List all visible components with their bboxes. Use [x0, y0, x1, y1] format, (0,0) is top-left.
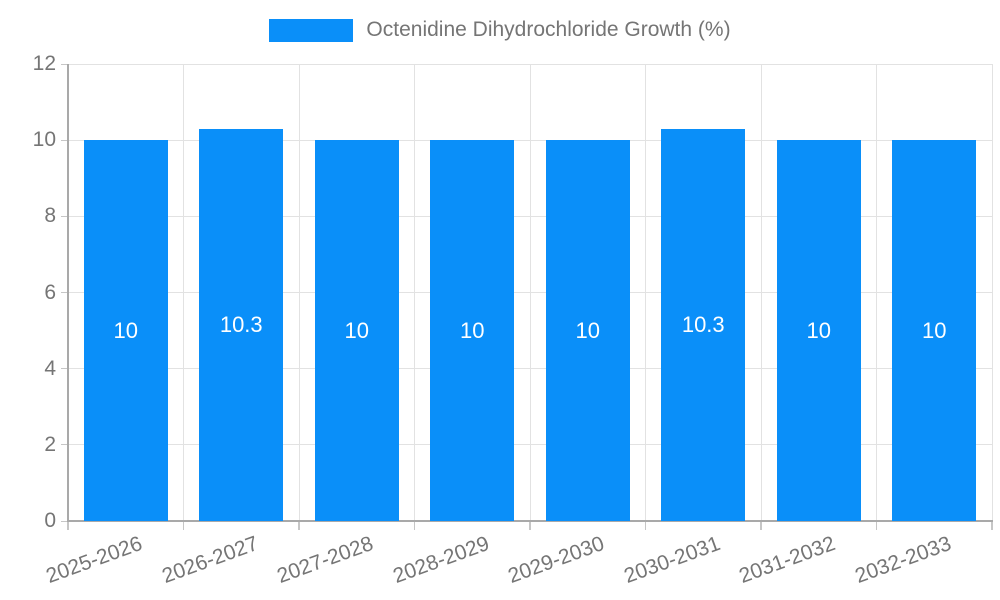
x-axis-tick — [529, 522, 531, 530]
y-axis-label: 8 — [44, 204, 56, 228]
y-axis-label: 6 — [44, 280, 56, 304]
x-axis-label: 2026-2027 — [158, 532, 262, 588]
y-axis-tick — [61, 520, 68, 522]
bar[interactable] — [314, 140, 399, 521]
y-axis-tick — [61, 368, 68, 370]
x-axis-label: 2031-2032 — [736, 532, 839, 588]
x-axis-label: 2028-2029 — [389, 532, 493, 588]
gridline-vertical — [183, 64, 184, 521]
y-axis-label: 10 — [32, 128, 56, 152]
legend[interactable]: Octenidine Dihydrochloride Growth (%) — [0, 18, 1000, 42]
bar[interactable] — [83, 140, 168, 521]
gridline-vertical — [876, 64, 877, 521]
bar[interactable] — [892, 140, 977, 521]
x-axis-label: 2030-2031 — [620, 532, 724, 588]
y-axis-label: 12 — [32, 52, 56, 75]
x-axis-tick — [991, 522, 993, 530]
y-axis-label: 4 — [44, 356, 56, 380]
x-axis-label: 2032-2033 — [851, 532, 955, 588]
y-axis-tick — [61, 139, 68, 141]
y-axis-tick — [61, 292, 68, 293]
legend-swatch-icon — [269, 18, 354, 42]
bar[interactable] — [545, 140, 630, 521]
x-axis-line — [67, 520, 993, 522]
x-axis-tick — [644, 522, 647, 530]
bar[interactable] — [661, 128, 746, 521]
gridline-vertical — [298, 64, 300, 521]
gridline-vertical — [760, 64, 762, 521]
y-axis-line — [67, 64, 69, 521]
x-axis-label: 2027-2028 — [274, 532, 377, 588]
y-axis-tick — [61, 63, 68, 65]
bar[interactable] — [776, 140, 861, 521]
x-axis-tick — [413, 522, 416, 530]
x-axis-tick — [760, 522, 762, 530]
bar[interactable] — [430, 140, 515, 521]
gridline-vertical — [529, 64, 531, 521]
x-axis-tick — [67, 522, 69, 530]
bar[interactable] — [199, 128, 284, 521]
x-axis-tick — [875, 522, 878, 530]
y-axis-label: 0 — [44, 509, 56, 532]
y-axis-label: 2 — [44, 432, 56, 456]
legend-label: Octenidine Dihydrochloride Growth (%) — [366, 18, 731, 41]
y-axis-tick — [61, 215, 68, 217]
x-axis-label: 2029-2030 — [505, 532, 608, 588]
y-axis-tick — [61, 444, 68, 446]
x-axis-label: 2025-2026 — [43, 532, 146, 588]
gridline-vertical — [645, 64, 646, 521]
x-axis-tick — [182, 522, 185, 530]
gridline-vertical — [414, 64, 415, 521]
gridline-vertical — [991, 64, 993, 521]
x-axis-tick — [298, 522, 300, 530]
